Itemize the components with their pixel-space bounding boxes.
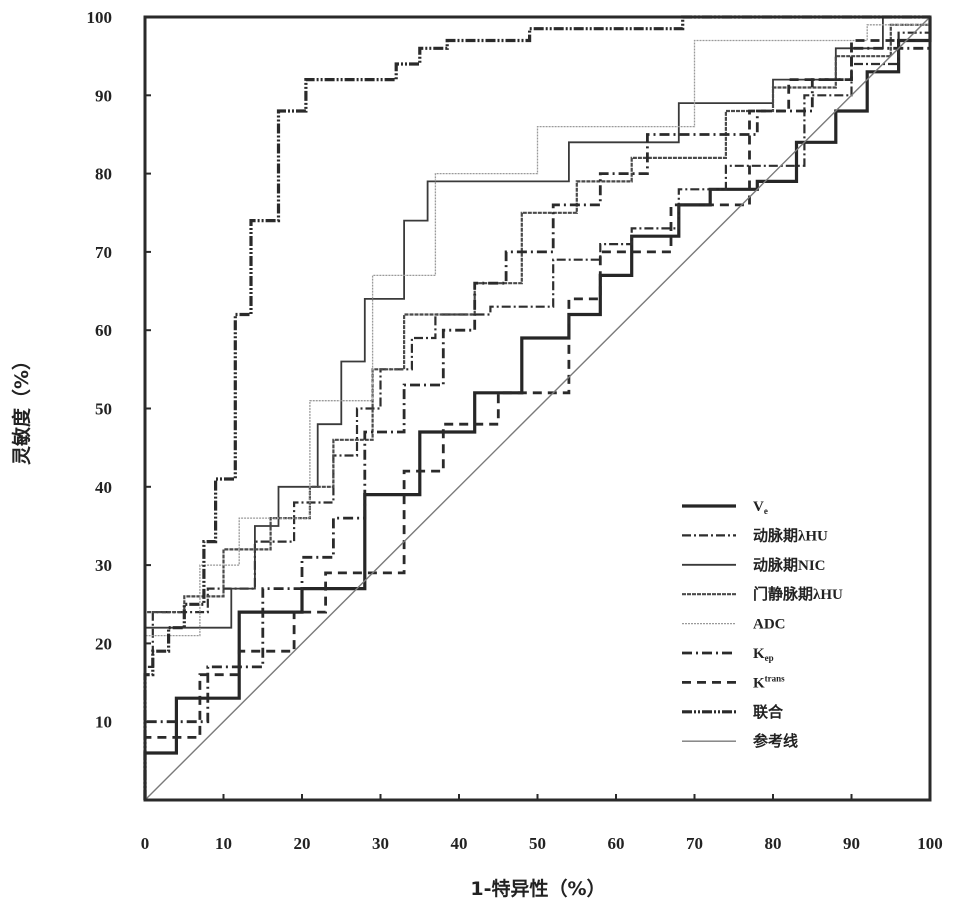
- y-tick-label: 100: [87, 8, 113, 27]
- legend-label: 门静脉期λHU: [753, 585, 843, 603]
- y-tick-label: 70: [95, 243, 112, 262]
- y-tick-label: 20: [95, 634, 112, 653]
- curves: [143, 15, 932, 801]
- legend-label: 联合: [753, 703, 784, 721]
- roc-curve-4: [144, 17, 931, 800]
- x-tick-label: 0: [141, 834, 150, 853]
- x-axis-title: 1-特异性（%）: [470, 877, 605, 900]
- y-tick-label: 60: [95, 321, 112, 340]
- x-tick-label: 80: [765, 834, 782, 853]
- x-tick-label: 60: [608, 834, 625, 853]
- y-tick-label: 50: [95, 400, 112, 419]
- axis-ticks: 0 10 20 30 40 50 60 70 80 90 100 10 20 30 40 50 60 70 80 90…: [87, 8, 943, 853]
- legend-label: 动脉期λHU: [753, 526, 828, 544]
- y-tick-label: 80: [95, 165, 112, 184]
- roc-curve-8: [144, 16, 931, 801]
- x-tick-label: 50: [529, 834, 546, 853]
- x-tick-label: 40: [451, 834, 468, 853]
- legend-label: Ve: [753, 499, 768, 516]
- x-tick-label: 70: [686, 834, 703, 853]
- x-tick-label: 30: [372, 834, 389, 853]
- y-tick-label: 40: [95, 478, 112, 497]
- legend-label: 动脉期NIC: [753, 556, 826, 574]
- legend-label: 参考线: [753, 732, 798, 750]
- x-tick-label: 10: [215, 834, 232, 853]
- x-tick-label: 100: [917, 834, 943, 853]
- y-axis-title: 灵敏度（%）: [10, 351, 33, 465]
- y-tick-label: 10: [95, 713, 112, 732]
- legend-label: ADC: [753, 617, 786, 633]
- roc-curve-3: [143, 17, 932, 800]
- x-tick-label: 90: [843, 834, 860, 853]
- y-tick-label: 30: [95, 556, 112, 575]
- legend-label: Kep: [753, 646, 774, 663]
- roc-curve-7: [143, 15, 930, 800]
- y-tick-label: 90: [95, 86, 112, 105]
- legend-label: Ktrans: [753, 673, 785, 691]
- x-tick-label: 20: [294, 834, 311, 853]
- roc-curve-6: [143, 17, 932, 800]
